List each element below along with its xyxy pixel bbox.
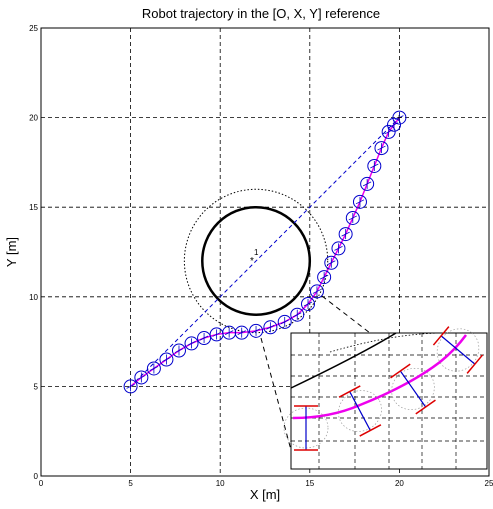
robot-marker [172,344,185,357]
robot-marker [160,353,173,366]
y-tick-label: 20 [29,114,38,123]
robot-marker [325,256,338,269]
goal-marker: + [396,113,401,123]
chart-title: Robot trajectory in the [O, X, Y] refere… [142,6,380,21]
y-tick-label: 15 [29,203,38,212]
y-tick-label: 5 [34,382,39,391]
x-tick-label: 5 [128,479,133,488]
zoom-leader-line [261,338,295,465]
robot-marker [147,362,160,375]
y-axis-label: Y [m] [4,237,19,267]
y-tick-label: 25 [29,24,38,33]
x-tick-label: 0 [39,479,44,488]
robot-marker [264,321,277,334]
robot-marker [302,297,315,310]
robot-marker [278,315,291,328]
x-tick-label: 20 [395,479,404,488]
robot-marker [185,337,198,350]
robot-marker [332,242,345,255]
robot-marker [135,371,148,384]
y-tick-label: 0 [34,472,39,481]
robot-marker [318,271,331,284]
x-tick-label: 10 [216,479,225,488]
robot-marker [382,125,395,138]
robot-marker [346,211,359,224]
x-tick-label: 15 [305,479,314,488]
zoom-inset [261,296,489,469]
robot-marker [353,195,366,208]
obstacle-label: 1 [254,248,259,257]
robot-marker [368,159,381,172]
x-tick-label: 25 [485,479,493,488]
y-tick-label: 10 [29,293,38,302]
x-axis-label: X [m] [250,487,280,502]
robot-marker [375,142,388,155]
robot-marker [339,228,352,241]
robot-marker [198,332,211,345]
robot-marker [310,285,323,298]
robot-marker [361,177,374,190]
robot-marker [291,308,304,321]
zoom-leader-line [322,296,370,333]
